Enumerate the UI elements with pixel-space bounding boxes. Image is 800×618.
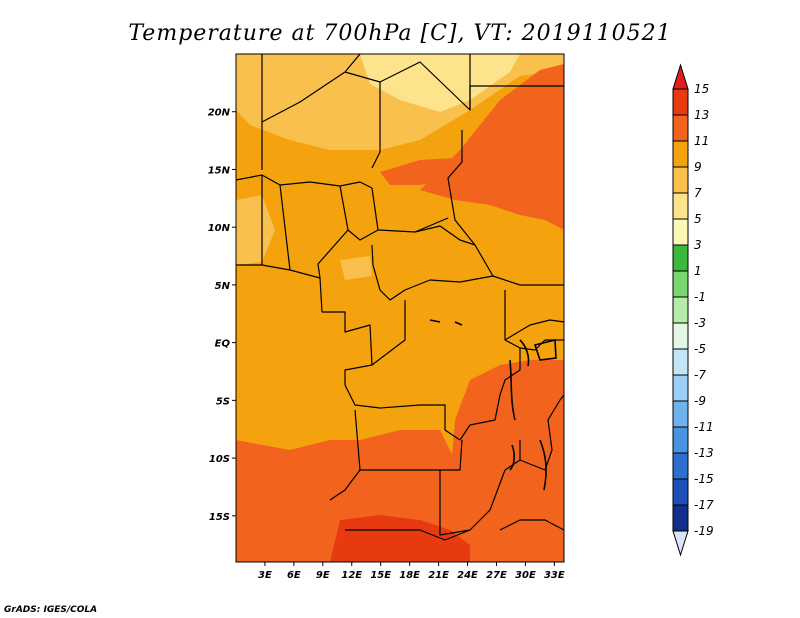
lon-tick-label: 6E bbox=[287, 570, 301, 581]
colorbar-swatch bbox=[672, 504, 689, 532]
cool-patch-west bbox=[236, 195, 275, 265]
map-frame bbox=[235, 53, 565, 563]
colorbar-level-label: -13 bbox=[694, 446, 714, 460]
colorbar-level-label: 15 bbox=[694, 82, 709, 96]
colorbar-level-label: 3 bbox=[694, 238, 702, 252]
colorbar-swatch bbox=[672, 166, 689, 194]
lat-tick-label: 5N bbox=[215, 281, 231, 292]
colorbar-level-label: 1 bbox=[694, 264, 702, 278]
lon-tick-label: 15E bbox=[370, 570, 391, 581]
lon-tick-label: 9E bbox=[316, 570, 330, 581]
colorbar-swatch bbox=[672, 270, 689, 298]
temperature-map bbox=[236, 54, 564, 562]
colorbar-bottom-arrow bbox=[672, 530, 689, 557]
lon-tick-label: 30E bbox=[515, 570, 536, 581]
colorbar-level-label: 5 bbox=[694, 212, 702, 226]
colorbar-level-label: 11 bbox=[694, 134, 709, 148]
colorbar-level-label: -7 bbox=[694, 368, 706, 382]
colorbar-top-arrow bbox=[672, 63, 689, 90]
lon-tick-label: 21E bbox=[428, 570, 449, 581]
warm-band-sahel bbox=[380, 158, 455, 185]
colorbar-level-label: -3 bbox=[694, 316, 706, 330]
lon-tick-label: 18E bbox=[399, 570, 420, 581]
lat-tick-label: 15S bbox=[209, 512, 230, 523]
longitude-axis: 3E 6E 9E 12E 15E 18E 21E 24E 27E 30E 33E bbox=[258, 562, 565, 581]
colorbar-level-label: -5 bbox=[694, 342, 706, 356]
colorbar-level-label: -9 bbox=[694, 394, 706, 408]
lat-tick-label: 15N bbox=[208, 165, 231, 176]
credit-label: GrADS: IGES/COLA bbox=[4, 605, 97, 615]
colorbar-swatch bbox=[672, 192, 689, 220]
country-borders bbox=[236, 54, 564, 541]
lon-tick-label: 3E bbox=[258, 570, 272, 581]
cool-patch-central bbox=[340, 256, 372, 280]
colorbar-swatch bbox=[672, 478, 689, 506]
colorbar-swatch bbox=[672, 244, 689, 272]
warm-region-east-africa bbox=[450, 360, 564, 562]
colorbar-level-label: 13 bbox=[694, 108, 709, 122]
colorbar-swatch bbox=[672, 140, 689, 168]
colorbar-level-label: 7 bbox=[694, 186, 702, 200]
lat-tick-label: 20N bbox=[208, 108, 231, 119]
colorbar: 15 13 11 9 7 5 3 1 -1 -3 -5 -7 -9 -11 -13 -15 -17 -19 bbox=[672, 63, 714, 557]
lon-tick-label: 24E bbox=[457, 570, 478, 581]
colorbar-swatch bbox=[672, 296, 689, 324]
colorbar-level-label: -1 bbox=[694, 290, 706, 304]
colorbar-swatch bbox=[672, 452, 689, 480]
colorbar-swatch bbox=[672, 400, 689, 428]
lat-tick-label: EQ bbox=[215, 339, 231, 350]
latitude-axis: 20N 15N 10N 5N EQ 5S 10S 15S bbox=[208, 108, 236, 523]
hottest-region-south bbox=[330, 515, 470, 562]
coolest-region-sahara bbox=[360, 54, 520, 112]
warm-band-sudan bbox=[420, 64, 564, 230]
colorbar-swatch bbox=[672, 348, 689, 376]
colorbar-swatch bbox=[672, 114, 689, 142]
colorbar-level-label: -15 bbox=[694, 472, 714, 486]
lon-tick-label: 27E bbox=[486, 570, 507, 581]
colorbar-level-label: -11 bbox=[694, 420, 714, 434]
lat-tick-label: 10S bbox=[209, 454, 230, 465]
lat-tick-label: 10N bbox=[208, 223, 231, 234]
colorbar-swatch bbox=[672, 322, 689, 350]
map-title: Temperature at 700hPa [C], VT: 201911052… bbox=[128, 21, 671, 46]
colorbar-swatch bbox=[672, 218, 689, 246]
colorbar-level-label: -19 bbox=[694, 524, 714, 538]
colorbar-swatch bbox=[672, 426, 689, 454]
colorbar-level-label: 9 bbox=[694, 160, 702, 174]
colorbar-level-label: -17 bbox=[694, 498, 714, 512]
lat-tick-label: 5S bbox=[216, 396, 230, 407]
colorbar-swatch bbox=[672, 374, 689, 402]
lakes bbox=[429, 319, 557, 491]
lon-tick-label: 12E bbox=[341, 570, 362, 581]
colorbar-swatch bbox=[672, 88, 689, 116]
lon-tick-label: 33E bbox=[544, 570, 565, 581]
